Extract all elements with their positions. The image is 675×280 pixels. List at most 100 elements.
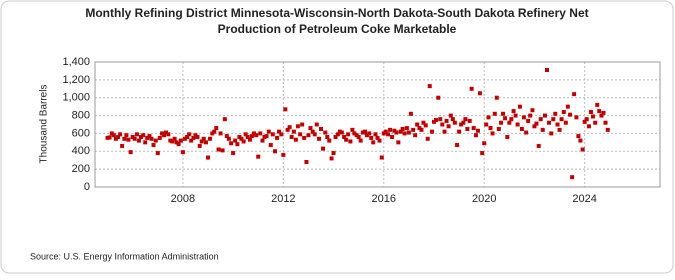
point — [367, 131, 372, 136]
point — [348, 139, 353, 144]
point — [237, 135, 242, 139]
point — [526, 118, 531, 123]
point — [174, 140, 179, 145]
point — [394, 130, 399, 135]
point — [413, 133, 418, 138]
point — [586, 124, 591, 129]
point — [465, 126, 470, 131]
point — [254, 133, 259, 138]
point — [415, 122, 420, 127]
point — [182, 136, 187, 141]
y-tick-label: 600 — [72, 127, 90, 139]
point — [356, 135, 361, 139]
point — [216, 147, 221, 152]
point — [390, 135, 395, 139]
point — [555, 122, 560, 127]
point — [172, 136, 177, 141]
point — [486, 115, 491, 120]
point — [166, 132, 171, 137]
point — [547, 120, 552, 125]
point — [306, 133, 311, 138]
point — [260, 138, 265, 143]
point — [325, 135, 330, 139]
point — [388, 127, 393, 132]
point — [116, 135, 121, 139]
x-tick-label: 2024 — [572, 193, 596, 205]
point — [521, 115, 526, 120]
point — [542, 113, 547, 118]
point — [545, 68, 549, 73]
point — [381, 131, 386, 136]
point — [241, 139, 246, 144]
point — [247, 137, 252, 142]
point — [580, 147, 585, 152]
point — [287, 125, 292, 130]
point — [568, 112, 573, 117]
point — [210, 131, 215, 136]
point — [599, 113, 604, 118]
point — [201, 136, 206, 141]
point — [499, 120, 504, 125]
point — [206, 155, 210, 160]
point — [457, 129, 462, 134]
point — [490, 131, 495, 136]
point — [132, 136, 137, 141]
point — [275, 135, 280, 140]
point — [511, 109, 516, 114]
point — [536, 143, 541, 148]
point — [386, 132, 391, 137]
x-tick-label: 2020 — [472, 193, 496, 205]
point — [262, 135, 267, 139]
point — [168, 138, 173, 143]
point — [337, 129, 342, 134]
point — [444, 118, 449, 123]
point — [400, 126, 405, 131]
point — [164, 130, 169, 135]
point — [302, 135, 307, 140]
point — [475, 128, 480, 133]
point — [588, 110, 593, 114]
point — [442, 129, 447, 134]
point — [327, 138, 332, 143]
point — [153, 138, 158, 143]
point — [136, 138, 141, 143]
point — [354, 133, 359, 138]
point — [155, 151, 160, 156]
point — [467, 118, 472, 123]
point — [145, 135, 150, 140]
point — [178, 138, 183, 143]
point — [463, 117, 468, 122]
point — [362, 129, 367, 134]
point — [482, 141, 487, 146]
point — [304, 160, 309, 164]
point — [249, 134, 254, 139]
point — [450, 117, 455, 122]
y-tick-label: 1,000 — [62, 92, 90, 104]
point — [358, 138, 363, 143]
point — [494, 95, 499, 100]
point — [574, 115, 579, 120]
point — [373, 132, 378, 137]
point — [436, 95, 441, 100]
point — [524, 130, 529, 135]
point — [438, 117, 443, 122]
point — [513, 113, 518, 118]
point — [496, 126, 501, 131]
point — [245, 135, 250, 139]
point — [134, 132, 139, 137]
point — [492, 111, 497, 116]
point — [452, 120, 457, 125]
point — [195, 135, 200, 139]
point — [559, 117, 564, 122]
point — [199, 139, 204, 144]
point — [193, 133, 198, 138]
point — [423, 123, 428, 128]
point — [360, 130, 365, 135]
point — [243, 132, 248, 137]
point — [446, 124, 451, 129]
point — [256, 154, 261, 159]
point — [553, 111, 558, 116]
point — [417, 126, 422, 131]
point — [601, 110, 606, 115]
